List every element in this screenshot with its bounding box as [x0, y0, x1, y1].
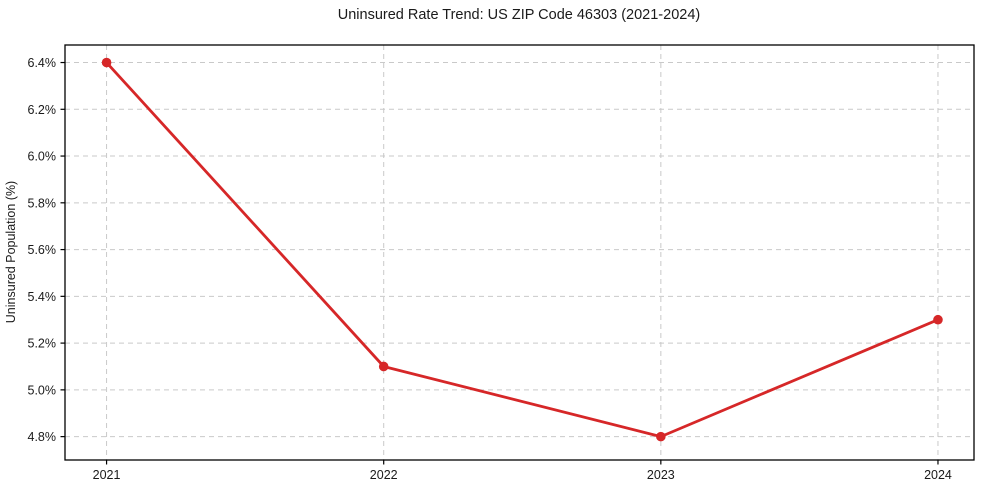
axis-tick-labels: 4.8% 5.0% 5.2% 5.4% 5.6% 5.8% 6.0% 6.2% 6.4% 2021…: [28, 56, 952, 482]
y-tick-label: 5.8%: [28, 196, 57, 210]
y-tick-label: 5.6%: [28, 243, 57, 257]
data-point: [933, 314, 943, 325]
y-tick-label: 5.2%: [28, 337, 57, 351]
plot-frame: [64, 44, 975, 461]
x-tick-label: 2021: [93, 468, 121, 482]
y-axis-label: Uninsured Population (%): [4, 181, 18, 323]
y-tick-label: 5.4%: [28, 290, 57, 304]
y-tick-label: 5.0%: [28, 383, 57, 397]
x-tick-label: 2023: [647, 468, 675, 482]
data-series: [101, 57, 943, 442]
gridlines: [65, 45, 974, 460]
axis-ticks: [60, 61, 939, 465]
trend-line: [105, 61, 940, 439]
chart-title: Uninsured Rate Trend: US ZIP Code 46303 …: [338, 7, 700, 23]
y-tick-label: 6.4%: [28, 56, 57, 70]
x-tick-label: 2024: [924, 468, 952, 482]
data-point: [656, 431, 666, 442]
data-point: [101, 57, 112, 68]
y-tick-label: 4.8%: [28, 430, 57, 444]
plot-frame-group: [64, 44, 975, 461]
y-tick-label: 6.2%: [28, 103, 57, 117]
data-point: [378, 361, 389, 372]
y-tick-label: 6.0%: [28, 150, 57, 164]
x-tick-label: 2022: [370, 468, 398, 482]
